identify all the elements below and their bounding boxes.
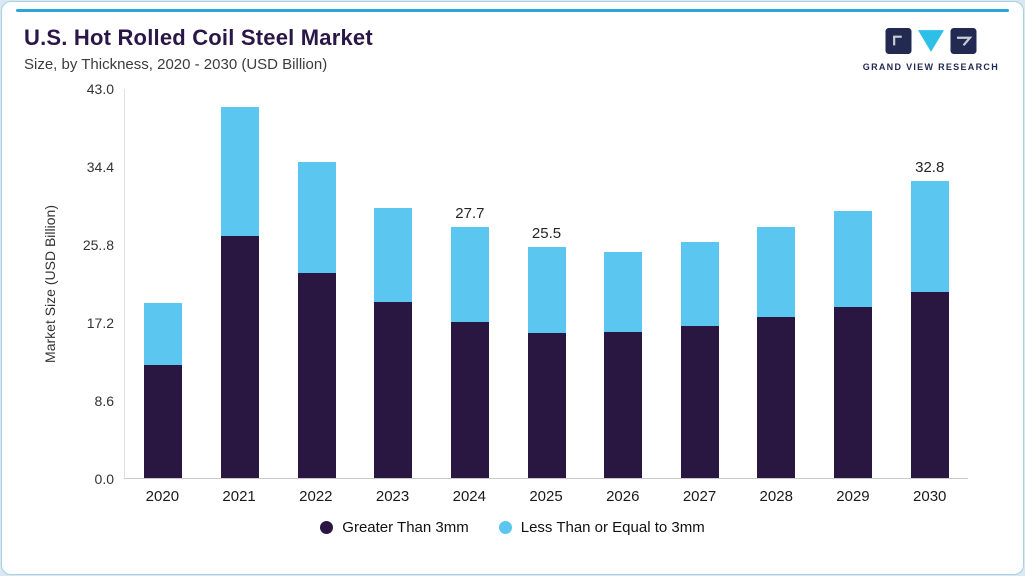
legend-label: Less Than or Equal to 3mm — [520, 519, 705, 536]
bar-segment-less-than-equal-3mm — [527, 247, 566, 334]
bar-segment-greater-than-3mm — [757, 316, 796, 478]
bar-segment-less-than-equal-3mm — [220, 107, 259, 236]
x-axis-label: 2027 — [682, 488, 717, 505]
logo-text: GRAND VIEW RESEARCH — [862, 62, 999, 72]
title-block: U.S. Hot Rolled Coil Steel Market Size, … — [24, 25, 373, 73]
bar-group-2024: 27.7 — [432, 89, 509, 478]
bar-segment-greater-than-3mm — [374, 301, 413, 478]
bar-segment-greater-than-3mm — [680, 326, 719, 478]
bar-group-2023 — [355, 89, 432, 478]
x-axis-label: 2021 — [222, 488, 256, 505]
bar-stack — [680, 241, 719, 478]
bar-group-2027 — [661, 89, 738, 478]
bar-segment-greater-than-3mm — [910, 291, 949, 478]
y-axis-title: Market Size (USD Billion) — [42, 205, 58, 363]
legend: Greater Than 3mm Less Than or Equal to 3… — [2, 505, 1023, 536]
x-axis-label: 2023 — [375, 488, 410, 505]
y-tick-label: 0.0 — [94, 471, 114, 487]
bar-segment-less-than-equal-3mm — [144, 302, 183, 365]
bar-group-2025: 25.5 — [508, 89, 585, 478]
x-axis-label: 2025 — [529, 488, 563, 505]
bar-segment-greater-than-3mm — [604, 332, 643, 478]
top-accent-bar — [16, 9, 1009, 12]
bar-segment-less-than-equal-3mm — [834, 211, 873, 308]
y-tick-label: 34.4 — [86, 159, 114, 175]
bar-stack — [374, 208, 413, 478]
bar-group-2029 — [815, 89, 892, 478]
bar-segment-greater-than-3mm — [297, 272, 336, 478]
x-axis-label: 2029 — [836, 488, 870, 505]
bar-segment-less-than-equal-3mm — [297, 162, 336, 273]
legend-label: Greater Than 3mm — [342, 519, 469, 536]
x-axis-label: 2024 — [452, 488, 486, 505]
y-tick-label: 25..8 — [82, 237, 114, 253]
bar-group-2020 — [125, 89, 202, 478]
bar-stack — [144, 302, 183, 479]
bar-group-2021 — [202, 89, 279, 478]
bar-value-label: 25.5 — [531, 225, 562, 243]
grand-view-research-logo: GRAND VIEW RESEARCH — [863, 25, 999, 72]
bar-stack — [910, 181, 949, 478]
legend-item-less-than-equal-3mm: Less Than or Equal to 3mm — [498, 519, 705, 536]
bar-segment-less-than-equal-3mm — [757, 227, 796, 317]
x-axis: 2020 2021 2022 2023 2024 2025 2026 2027 2028 2029… — [124, 479, 968, 505]
page-title: U.S. Hot Rolled Coil Steel Market — [24, 25, 373, 50]
chart-header: U.S. Hot Rolled Coil Steel Market Size, … — [2, 12, 1023, 73]
bar-segment-less-than-equal-3mm — [680, 241, 719, 327]
bar-stack — [527, 247, 566, 478]
legend-marker-greater-than-3mm — [320, 521, 334, 534]
y-axis-title-column: Market Size (USD Billion) — [42, 89, 66, 479]
bar-value-label: 27.7 — [455, 205, 485, 223]
bar-stack — [297, 162, 336, 478]
bar-group-2026 — [585, 89, 662, 478]
page-subtitle: Size, by Thickness, 2020 - 2030 (USD Bil… — [24, 56, 328, 73]
logo-icon — [885, 28, 977, 54]
legend-item-greater-than-3mm: Greater Than 3mm — [320, 519, 469, 536]
plot-area: 27.7 25.5 32.8 — [124, 89, 968, 479]
y-tick-label: 17.2 — [86, 315, 114, 331]
bar-segment-greater-than-3mm — [450, 321, 489, 478]
stacked-bar-chart: Market Size (USD Billion) 0.0 8.6 17.2 25..… — [2, 73, 1023, 505]
bar-group-2022 — [278, 89, 355, 478]
bar-group-2030: 32.8 — [891, 89, 968, 478]
legend-marker-less-than-equal-3mm — [498, 521, 512, 534]
bar-group-2028 — [738, 89, 815, 478]
bar-segment-less-than-equal-3mm — [910, 181, 949, 292]
x-axis-label: 2026 — [606, 488, 640, 505]
plot-column: 27.7 25.5 32.8 2020 2021 2022 2023 2024 2025 202… — [124, 89, 968, 505]
bar-segment-greater-than-3mm — [527, 333, 566, 478]
bar-stack — [604, 251, 643, 478]
bar-segment-less-than-equal-3mm — [374, 208, 413, 302]
x-axis-label: 2028 — [759, 488, 793, 505]
bar-stack — [220, 107, 259, 478]
x-axis-label: 2022 — [299, 488, 333, 505]
bar-segment-less-than-equal-3mm — [604, 251, 643, 333]
bar-segment-greater-than-3mm — [834, 307, 873, 478]
bar-segment-less-than-equal-3mm — [450, 227, 489, 322]
y-tick-label: 8.6 — [94, 393, 114, 409]
y-axis: 0.0 8.6 17.2 25..8 34.4 43.0 — [66, 81, 124, 487]
bar-segment-greater-than-3mm — [144, 364, 183, 478]
bar-value-label: 32.8 — [915, 159, 945, 177]
x-axis-label: 2020 — [145, 488, 180, 505]
bar-stack — [450, 227, 489, 478]
x-axis-label: 2030 — [913, 488, 947, 505]
bar-stack — [834, 211, 873, 478]
y-tick-label: 43.0 — [86, 81, 114, 97]
bar-segment-greater-than-3mm — [220, 235, 259, 478]
bar-stack — [757, 227, 796, 478]
